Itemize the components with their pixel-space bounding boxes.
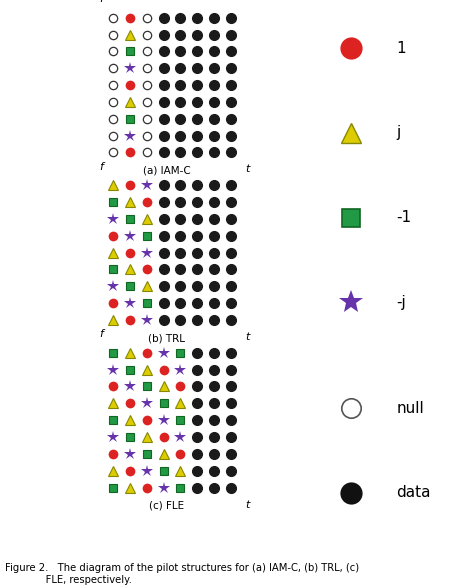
Text: t: t [245,500,250,510]
Text: 1: 1 [396,41,406,56]
Text: j: j [396,125,401,141]
Text: null: null [396,400,424,416]
Text: data: data [396,485,431,500]
Text: (b) TRL: (b) TRL [148,333,185,343]
Text: (c) FLE: (c) FLE [149,500,184,510]
Text: f: f [99,162,103,172]
Text: Figure 2.   The diagram of the pilot structures for (a) IAM-C, (b) TRL, (c)
    : Figure 2. The diagram of the pilot struc… [5,563,359,585]
Text: t: t [245,332,250,342]
Text: t: t [245,165,250,175]
Text: f: f [99,0,103,4]
Text: f: f [99,329,103,339]
Text: -j: -j [396,295,406,310]
Text: -1: -1 [396,210,411,225]
Text: (a) IAM-C: (a) IAM-C [143,165,191,175]
